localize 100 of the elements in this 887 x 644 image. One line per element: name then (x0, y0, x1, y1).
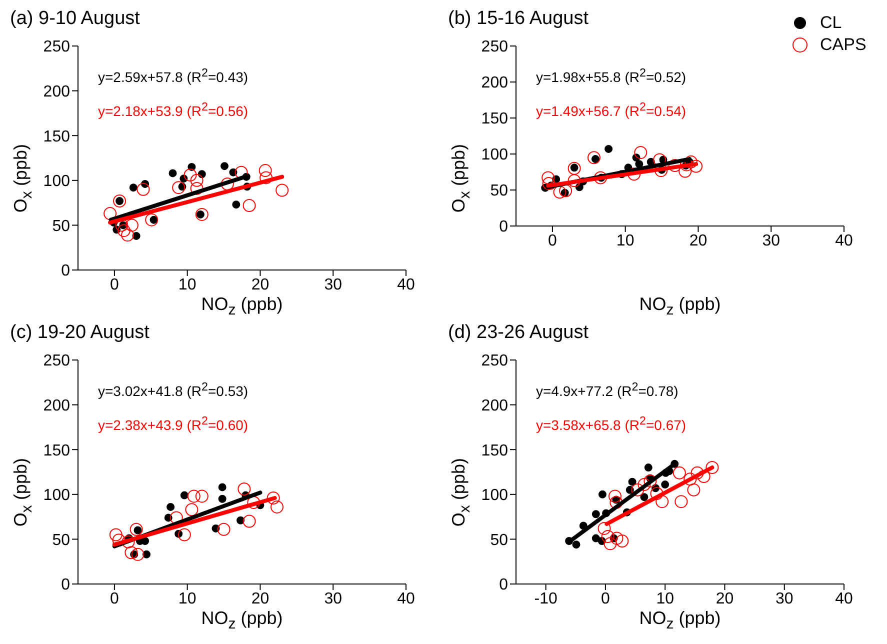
point (559, 184, 572, 198)
x-tick-label: 0 (601, 590, 610, 608)
y-tick-label: 150 (481, 110, 508, 128)
x-tick-label: 40 (397, 590, 415, 608)
y-tick-label: 0 (499, 576, 508, 594)
annotation: y=1.49x+56.7 (R$^{2}$=0.54) (536, 100, 686, 119)
x-tick-label: 30 (775, 590, 794, 608)
x-axis-title: NO$_{z}$ (ppb) (639, 294, 721, 319)
point (115, 218, 128, 232)
point (258, 164, 272, 178)
point (122, 535, 135, 548)
x-axis-title: NO$_{z}$ (ppb) (639, 608, 721, 633)
point (266, 491, 280, 504)
point (238, 482, 251, 496)
point (601, 530, 614, 544)
point (113, 194, 126, 208)
point (178, 528, 191, 542)
x-tick-label: 10 (178, 590, 196, 608)
x-tick-label: 20 (716, 590, 734, 608)
annotation: y=3.58x+65.8 (R$^{2}$=0.67) (536, 414, 686, 433)
point (604, 537, 617, 550)
point (218, 483, 226, 492)
point (172, 181, 186, 194)
point (616, 534, 629, 548)
legend-label: CL (820, 12, 842, 34)
y-tick-label: 100 (481, 146, 508, 164)
x-axis-title: NO$_{z}$ (ppb) (201, 294, 283, 319)
annotation: y=4.9x+77.2 (R$^{2}$=0.78) (536, 380, 678, 399)
x-tick-label: 10 (656, 590, 674, 608)
point (132, 232, 140, 240)
point (220, 177, 234, 190)
point (180, 491, 188, 500)
point (594, 171, 608, 184)
point (129, 184, 138, 192)
point (572, 540, 580, 549)
chart-title: (b) 15-16 August (448, 8, 588, 29)
x-tick-label: 30 (762, 232, 780, 250)
point (690, 466, 704, 480)
y-tick-label: 100 (43, 173, 70, 190)
y-tick-label: 50 (52, 218, 70, 235)
x-tick-label: 0 (110, 276, 119, 294)
point (631, 483, 644, 496)
x-tick-label: 40 (397, 276, 415, 294)
point (218, 494, 226, 503)
point (674, 495, 688, 508)
point (117, 224, 130, 238)
point (628, 478, 636, 486)
x-tick-label: 20 (251, 590, 270, 608)
chart-title: (a) 9-10 August (10, 8, 140, 29)
point (640, 493, 648, 502)
y-tick-label: 150 (43, 442, 70, 460)
point (125, 218, 138, 232)
x-tick-label: 10 (616, 232, 634, 250)
point (608, 490, 622, 503)
point (587, 151, 600, 164)
annotation: y=2.59x+57.8 (R$^{2}$=0.43) (98, 66, 248, 85)
point (568, 162, 581, 175)
point (568, 174, 581, 188)
point (598, 522, 611, 535)
point (195, 490, 208, 503)
y-tick-label: 250 (481, 352, 508, 370)
point (644, 464, 652, 472)
y-tick-label: 50 (490, 182, 508, 200)
point (220, 162, 229, 170)
point (260, 171, 273, 184)
x-tick-label: 30 (324, 590, 342, 608)
point (706, 461, 719, 474)
point (697, 470, 710, 483)
x-tick-label: 20 (251, 276, 270, 294)
point (650, 487, 664, 500)
point (610, 532, 624, 545)
y-tick-label: 150 (481, 442, 508, 460)
x-tick-label: 20 (689, 232, 708, 250)
point (553, 186, 566, 199)
y-tick-label: 50 (52, 532, 70, 549)
point (130, 522, 143, 536)
point (217, 522, 230, 536)
x-tick-label: 30 (324, 276, 342, 294)
y-tick-label: 250 (481, 38, 508, 56)
x-tick-label: -10 (534, 590, 558, 608)
point (232, 200, 240, 209)
annotation: y=2.18x+53.9 (R$^{2}$=0.56) (98, 100, 248, 119)
y-tick-label: 250 (43, 38, 70, 56)
y-tick-label: 200 (43, 83, 70, 100)
annotation: y=1.98x+55.8 (R$^{2}$=0.52) (536, 66, 686, 85)
point (542, 177, 556, 190)
y-tick-label: 250 (43, 352, 70, 370)
y-tick-label: 100 (43, 487, 70, 504)
point (166, 502, 175, 511)
point (236, 516, 245, 524)
point (661, 480, 670, 489)
y-tick-label: 100 (481, 487, 508, 504)
point (190, 182, 204, 195)
y-tick-label: 50 (490, 532, 508, 549)
point (638, 478, 651, 492)
point (185, 503, 198, 516)
x-tick-label: 0 (548, 232, 557, 250)
point (145, 213, 158, 226)
annotation: y=2.38x+43.9 (R$^{2}$=0.60) (98, 414, 248, 433)
x-axis-title: NO$_{z}$ (ppb) (201, 608, 283, 633)
